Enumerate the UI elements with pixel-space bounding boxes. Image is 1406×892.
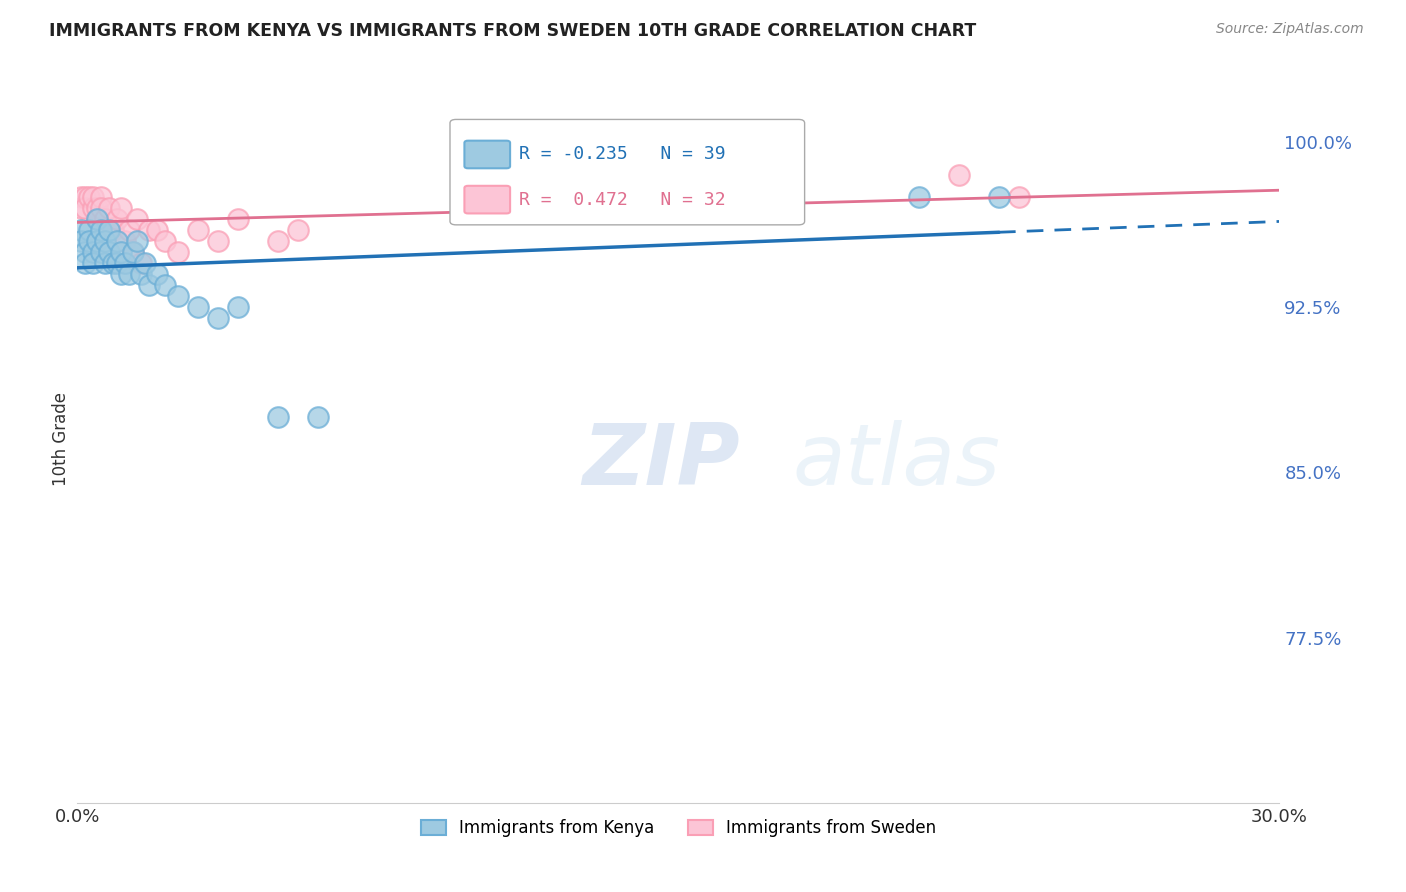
Text: R = -0.235   N = 39: R = -0.235 N = 39 [519, 145, 725, 163]
Text: R =  0.472   N = 32: R = 0.472 N = 32 [519, 191, 725, 209]
Point [86, 212, 108, 227]
Point [98, 223, 121, 237]
Point [287, 223, 309, 237]
FancyBboxPatch shape [450, 120, 804, 225]
Point [110, 245, 132, 260]
Point [86, 201, 108, 215]
Point [82, 245, 104, 260]
Point [90, 223, 112, 237]
Y-axis label: 10th Grade: 10th Grade [52, 392, 70, 486]
Point [226, 300, 249, 314]
Point [146, 223, 169, 237]
Point [107, 256, 129, 270]
FancyBboxPatch shape [464, 141, 510, 169]
Point [155, 278, 177, 293]
Point [75, 190, 97, 204]
Point [82, 256, 104, 270]
Point [207, 234, 229, 248]
Point [948, 168, 970, 182]
Point [70, 190, 93, 204]
Point [75, 256, 97, 270]
Point [267, 234, 290, 248]
Point [94, 212, 117, 227]
Point [138, 223, 160, 237]
Point [207, 311, 229, 326]
Point [122, 245, 145, 260]
Point [307, 410, 329, 425]
Point [75, 245, 97, 260]
Point [86, 234, 108, 248]
Point [90, 190, 112, 204]
Point [75, 201, 97, 215]
Point [122, 245, 145, 260]
Point [79, 223, 101, 237]
Point [103, 256, 125, 270]
Point [98, 201, 121, 215]
Point [79, 234, 101, 248]
Point [110, 267, 132, 281]
Point [94, 256, 117, 270]
Point [908, 190, 931, 204]
Point [166, 289, 188, 303]
Point [146, 267, 169, 281]
Point [107, 234, 129, 248]
Point [86, 212, 108, 227]
Point [186, 300, 209, 314]
Text: ZIP: ZIP [582, 419, 740, 502]
Point [226, 212, 249, 227]
Point [107, 212, 129, 227]
Point [134, 256, 156, 270]
Point [155, 234, 177, 248]
Point [110, 201, 132, 215]
Point [70, 234, 93, 248]
Point [114, 256, 136, 270]
Point [131, 256, 153, 270]
Point [988, 190, 1011, 204]
Text: IMMIGRANTS FROM KENYA VS IMMIGRANTS FROM SWEDEN 10TH GRADE CORRELATION CHART: IMMIGRANTS FROM KENYA VS IMMIGRANTS FROM… [49, 22, 976, 40]
Text: atlas: atlas [793, 419, 1001, 502]
Point [70, 201, 93, 215]
Text: Source: ZipAtlas.com: Source: ZipAtlas.com [1216, 22, 1364, 37]
Point [98, 245, 121, 260]
Point [118, 267, 141, 281]
Point [82, 190, 104, 204]
Point [103, 223, 125, 237]
Point [138, 278, 160, 293]
Point [186, 223, 209, 237]
Point [131, 267, 153, 281]
Point [114, 234, 136, 248]
Point [166, 245, 188, 260]
Point [90, 245, 112, 260]
Point [1008, 190, 1031, 204]
Point [127, 212, 149, 227]
Legend: Immigrants from Kenya, Immigrants from Sweden: Immigrants from Kenya, Immigrants from S… [412, 811, 945, 846]
Point [267, 410, 290, 425]
Point [127, 234, 149, 248]
Point [748, 201, 770, 215]
Point [79, 190, 101, 204]
Point [94, 234, 117, 248]
Point [90, 201, 112, 215]
FancyBboxPatch shape [464, 186, 510, 213]
Point [118, 223, 141, 237]
Point [70, 223, 93, 237]
Point [82, 201, 104, 215]
